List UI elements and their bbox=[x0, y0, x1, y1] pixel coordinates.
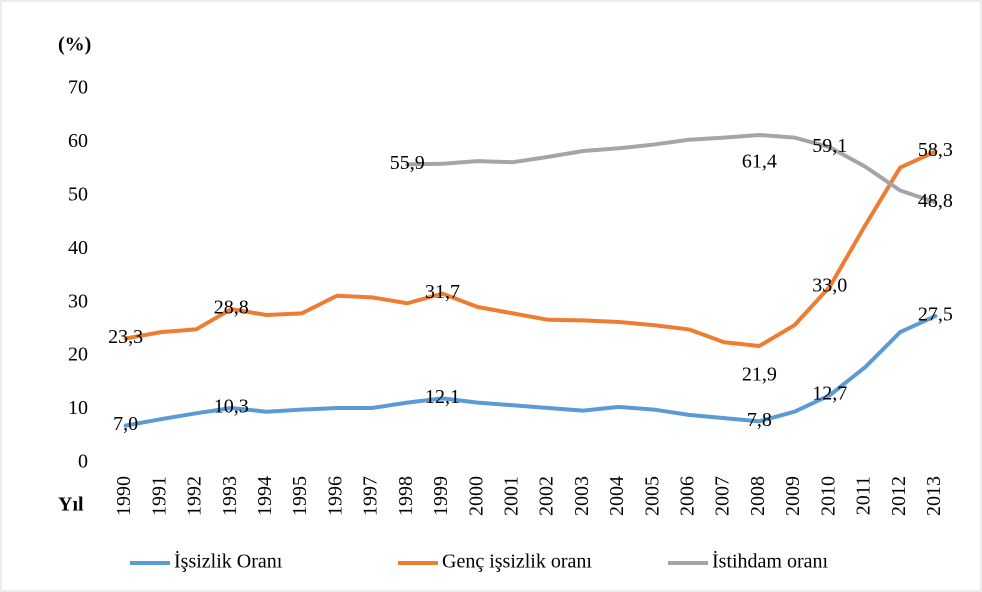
y-tick-label: 60 bbox=[68, 130, 88, 152]
x-tick-label: 2013 bbox=[923, 476, 945, 516]
x-tick-label: 1997 bbox=[360, 476, 382, 516]
legend-label: Genç işsizlik oranı bbox=[442, 551, 592, 573]
x-tick-label: 1996 bbox=[324, 476, 346, 516]
data-label: 28,8 bbox=[214, 297, 249, 319]
y-tick-label: 40 bbox=[68, 237, 88, 259]
y-tick-label: 20 bbox=[68, 344, 88, 366]
x-tick-label: 2007 bbox=[712, 476, 734, 516]
y-tick-label: 10 bbox=[68, 397, 88, 419]
x-tick-label: 1991 bbox=[148, 476, 170, 516]
series-line bbox=[123, 149, 938, 348]
x-axis-title: Yıl bbox=[58, 494, 84, 516]
y-tick-label: 30 bbox=[68, 290, 88, 312]
data-label: 7,8 bbox=[747, 409, 772, 431]
data-label: 23,3 bbox=[108, 326, 143, 348]
x-tick-label: 2004 bbox=[606, 476, 628, 516]
x-tick-label: 1990 bbox=[113, 476, 135, 516]
x-tick-label: 1992 bbox=[184, 476, 206, 516]
x-tick-label: 2003 bbox=[571, 476, 593, 516]
data-label: 48,8 bbox=[918, 190, 953, 212]
x-tick-label: 2002 bbox=[536, 476, 558, 516]
y-tick-label: 0 bbox=[78, 451, 88, 473]
data-label: 55,9 bbox=[390, 152, 425, 174]
x-tick-label: 2005 bbox=[641, 476, 663, 516]
x-tick-label: 1993 bbox=[219, 476, 241, 516]
data-label: 31,7 bbox=[425, 281, 460, 303]
data-label: 27,5 bbox=[918, 304, 953, 326]
data-label: 7,0 bbox=[113, 413, 138, 435]
y-tick-label: 50 bbox=[68, 183, 88, 205]
x-tick-label: 2009 bbox=[782, 476, 804, 516]
data-label: 61,4 bbox=[742, 151, 777, 173]
x-tick-label: 1999 bbox=[430, 476, 452, 516]
data-label: 12,1 bbox=[425, 386, 460, 408]
data-label: 58,3 bbox=[918, 139, 953, 161]
x-tick-label: 1998 bbox=[395, 476, 417, 516]
x-tick-label: 1995 bbox=[289, 476, 311, 516]
x-tick-label: 2000 bbox=[465, 476, 487, 516]
y-axis-title: (%) bbox=[58, 34, 91, 56]
x-tick-label: 2011 bbox=[853, 476, 875, 515]
x-tick-label: 2006 bbox=[677, 476, 699, 516]
x-tick-label: 2008 bbox=[747, 476, 769, 516]
x-tick-label: 2012 bbox=[888, 476, 910, 516]
data-label: 21,9 bbox=[742, 364, 777, 386]
data-label: 10,3 bbox=[214, 396, 249, 418]
legend-label: İstihdam oranı bbox=[712, 550, 829, 573]
series-line bbox=[405, 132, 938, 205]
y-tick-label: 70 bbox=[68, 77, 88, 99]
x-tick-label: 2010 bbox=[817, 476, 839, 516]
data-label: 12,7 bbox=[812, 383, 847, 405]
x-tick-label: 2001 bbox=[500, 476, 522, 516]
data-label: 33,0 bbox=[812, 274, 847, 296]
x-tick-label: 1994 bbox=[254, 476, 276, 516]
legend-label: İşsizlik Oranı bbox=[174, 550, 283, 573]
series-line bbox=[123, 314, 938, 428]
data-label: 59,1 bbox=[812, 135, 847, 157]
